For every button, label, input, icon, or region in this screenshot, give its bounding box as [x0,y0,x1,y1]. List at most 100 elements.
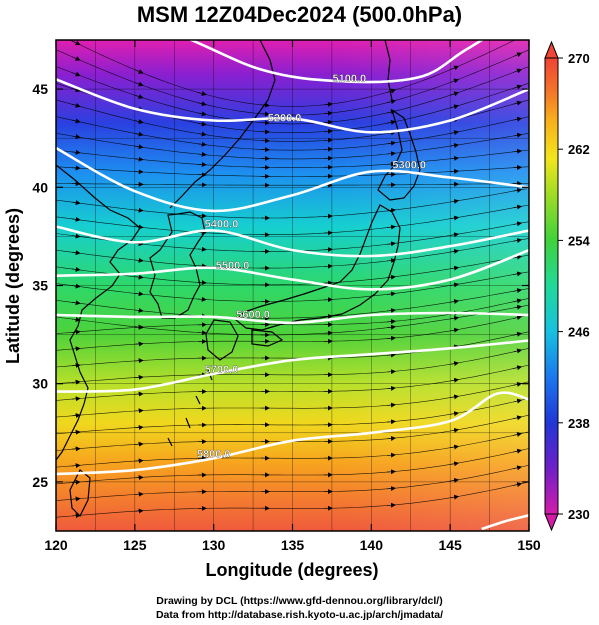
y-tick-label: 25 [32,474,48,490]
wind-arrow [387,161,396,167]
wind-arrow [387,352,396,358]
wind-arrow [450,168,460,174]
wind-arrow [450,444,460,450]
wind-arrow [387,119,396,125]
contour-line [56,311,529,325]
colorbar-tick-label: 238 [568,416,590,431]
wind-arrow [71,71,81,77]
contour-line [56,339,529,393]
wind-arrow [387,502,396,508]
y-tick-label: 35 [32,278,48,294]
wind-arrow [134,441,144,447]
wind-arrow [450,232,460,238]
wind-arrow [387,319,396,325]
wind-arrow [387,241,396,247]
wind-arrow [513,298,523,304]
wind-arrow [450,215,460,221]
wind-arrow [71,429,81,435]
wind-arrow [513,331,523,337]
wind-arrow [513,465,523,471]
chart-title: MSM 12Z04Dec2024 (500.0hPa) [136,2,463,27]
wind-arrow [450,91,460,97]
wind-arrow [450,155,460,161]
wind-arrow [387,435,396,441]
credit-drawing: Drawing by DCL (https://www.gfd-dennou.o… [156,595,443,607]
wind-arrow [134,458,144,464]
wind-arrow [71,102,81,108]
wind-arrow [71,216,81,222]
wind-arrow [134,307,144,313]
contour-line [188,40,485,84]
coastline-sakhalin [384,40,393,101]
colorbar-tick-label: 246 [568,325,590,340]
x-tick-label: 135 [281,537,305,553]
wind-arrow [134,374,144,380]
contour-line [481,514,529,531]
wind-arrow [134,324,144,330]
wind-arrow [450,65,460,71]
wind-arrow [513,365,523,371]
x-tick-label: 120 [44,537,68,553]
wind-arrow [197,263,207,269]
wind-arrow [197,296,207,302]
wind-arrow [323,101,333,107]
wind-arrow [71,250,81,256]
wind-arrow [323,247,333,253]
colorbar: 230 238 246 254 262 270 [544,40,590,532]
wind-arrow [450,327,460,333]
wind-arrow [387,140,396,146]
coastline-kyushu [205,319,239,361]
wind-arrow [134,94,144,99]
contour-label: 5600.0 [236,309,270,321]
wind-arrow [71,149,81,155]
wind-arrow [71,446,81,452]
wind-arrow [387,452,396,458]
wind-arrow [71,329,81,335]
wind-arrow [387,369,396,375]
contour-label: 5200.0 [268,113,302,125]
wind-arrow [450,361,460,367]
wind-arrow [513,100,523,106]
wind-arrow [387,486,396,491]
wind-arrow [323,137,333,143]
wind-arrow [197,131,207,137]
wind-arrow [450,377,460,383]
wind-arrow [513,132,523,138]
wind-arrow [323,119,333,125]
y-axis-ticks: 25 30 35 40 45 [32,81,529,490]
wind-arrow [450,477,460,483]
wind-arrow [387,99,396,105]
wind-arrow [387,207,396,213]
wind-arrow [71,513,81,519]
wind-arrow [134,69,144,74]
colorbar-body [544,57,559,515]
wind-arrow [450,265,460,271]
y-tick-label: 30 [32,376,48,392]
wind-arrow [134,391,144,397]
coastline-china [56,164,141,461]
wind-arrow [450,394,460,400]
wind-arrow [71,165,81,171]
wind-arrow [450,411,460,417]
wind-arrow [387,335,396,341]
wind-arrow [513,84,523,90]
wind-arrow [450,198,460,204]
wind-arrow [197,101,207,107]
wind-arrow [513,221,523,227]
wind-arrow [197,121,207,127]
wind-arrow [134,207,144,213]
coastline-hokkaido [377,108,421,201]
x-tick-label: 125 [123,537,147,553]
wind-arrow [197,111,207,117]
wind-arrow [387,308,396,314]
wind-arrow [513,315,523,321]
wind-arrow [197,330,207,336]
wind-arrow [134,119,144,125]
wind-arrow [134,424,144,430]
wind-arrow [134,508,144,514]
wind-arrow [513,271,523,277]
wind-arrow [513,254,523,260]
wind-arrow [71,283,81,289]
wind-arrow [450,78,460,84]
contour-line [56,146,529,213]
